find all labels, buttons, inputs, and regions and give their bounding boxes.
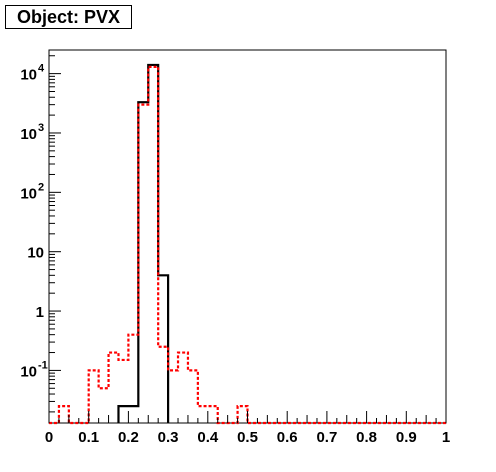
histogram-bin — [128, 335, 138, 423]
x-tick-label: 0 — [45, 429, 53, 446]
chart-title: Object: PVX — [5, 5, 132, 29]
histogram-bin — [109, 353, 119, 423]
x-tick-label: 0.5 — [237, 429, 258, 446]
histogram-bin — [238, 406, 248, 423]
histogram-bin — [188, 370, 198, 423]
histogram-bin — [118, 360, 128, 423]
x-tick-label: 0.8 — [356, 429, 377, 446]
histogram-line — [49, 65, 446, 425]
histogram-bin — [99, 388, 109, 423]
y-tick-exponent: 3 — [38, 122, 44, 134]
histogram-bin — [158, 347, 168, 423]
y-tick-exponent: 4 — [38, 63, 45, 75]
x-tick-label: 0.7 — [316, 429, 337, 446]
histogram-bin — [198, 406, 208, 423]
histogram-bin — [148, 67, 158, 423]
y-tick-label: 1 — [36, 304, 44, 321]
x-tick-label: 0.1 — [78, 429, 99, 446]
histogram-line — [117, 63, 170, 423]
histogram-bin — [138, 105, 148, 423]
y-tick-exponent: -1 — [38, 359, 48, 371]
histogram-bin — [59, 406, 69, 423]
x-axis: 0 0.1 0.2 0.3 0.4 0.5 0.6 0.7 0.8 0.9 1 — [45, 411, 450, 446]
x-tick-label: 0.2 — [118, 429, 139, 446]
histogram-bin — [208, 406, 218, 423]
y-tick-label: 10 — [20, 185, 37, 202]
histogram-bin — [89, 370, 99, 423]
x-tick-label: 0.4 — [197, 429, 219, 446]
histogram-bin — [178, 353, 188, 423]
y-tick-exponent: 2 — [38, 181, 44, 193]
series-2 — [49, 65, 446, 425]
x-tick-label: 1 — [442, 429, 450, 446]
x-tick-label: 0.6 — [277, 429, 298, 446]
y-tick-label: 10 — [20, 126, 37, 143]
y-tick-label: 10 — [20, 67, 37, 84]
x-tick-label: 0.9 — [396, 429, 417, 446]
y-tick-label: 10 — [20, 363, 37, 380]
series-layer — [49, 63, 446, 425]
series-1 — [117, 63, 170, 423]
x-tick-label: 0.3 — [158, 429, 179, 446]
histogram-bin — [168, 370, 178, 423]
y-tick-label: 10 — [27, 245, 44, 262]
